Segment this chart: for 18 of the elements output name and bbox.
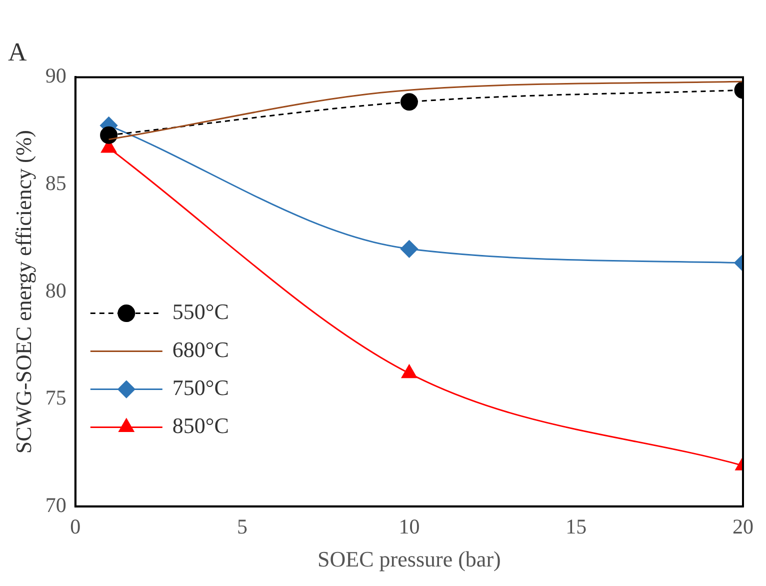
y-tick-label: 90: [45, 64, 66, 88]
point: [100, 126, 118, 144]
legend-label: 680°C: [172, 337, 229, 362]
y-axis-title: SCWG-SOEC energy efficiency (%): [10, 130, 36, 454]
y-tick-label: 70: [45, 492, 66, 517]
y-tick-label: 75: [45, 386, 66, 410]
x-tick-label: 5: [237, 514, 248, 539]
chart-title: A: [8, 37, 27, 66]
x-tick-label: 15: [566, 514, 587, 539]
y-tick-label: 85: [45, 171, 66, 196]
x-tick-label: 10: [398, 514, 420, 539]
x-axis-title: SOEC pressure (bar): [318, 546, 501, 572]
x-tick-label: 20: [732, 514, 754, 539]
legend-label: 750°C: [172, 375, 229, 400]
y-tick-label: 80: [45, 278, 66, 302]
legend-label: 550°C: [172, 299, 229, 324]
x-tick-label: 0: [70, 514, 81, 539]
legend-label: 850°C: [172, 413, 229, 438]
